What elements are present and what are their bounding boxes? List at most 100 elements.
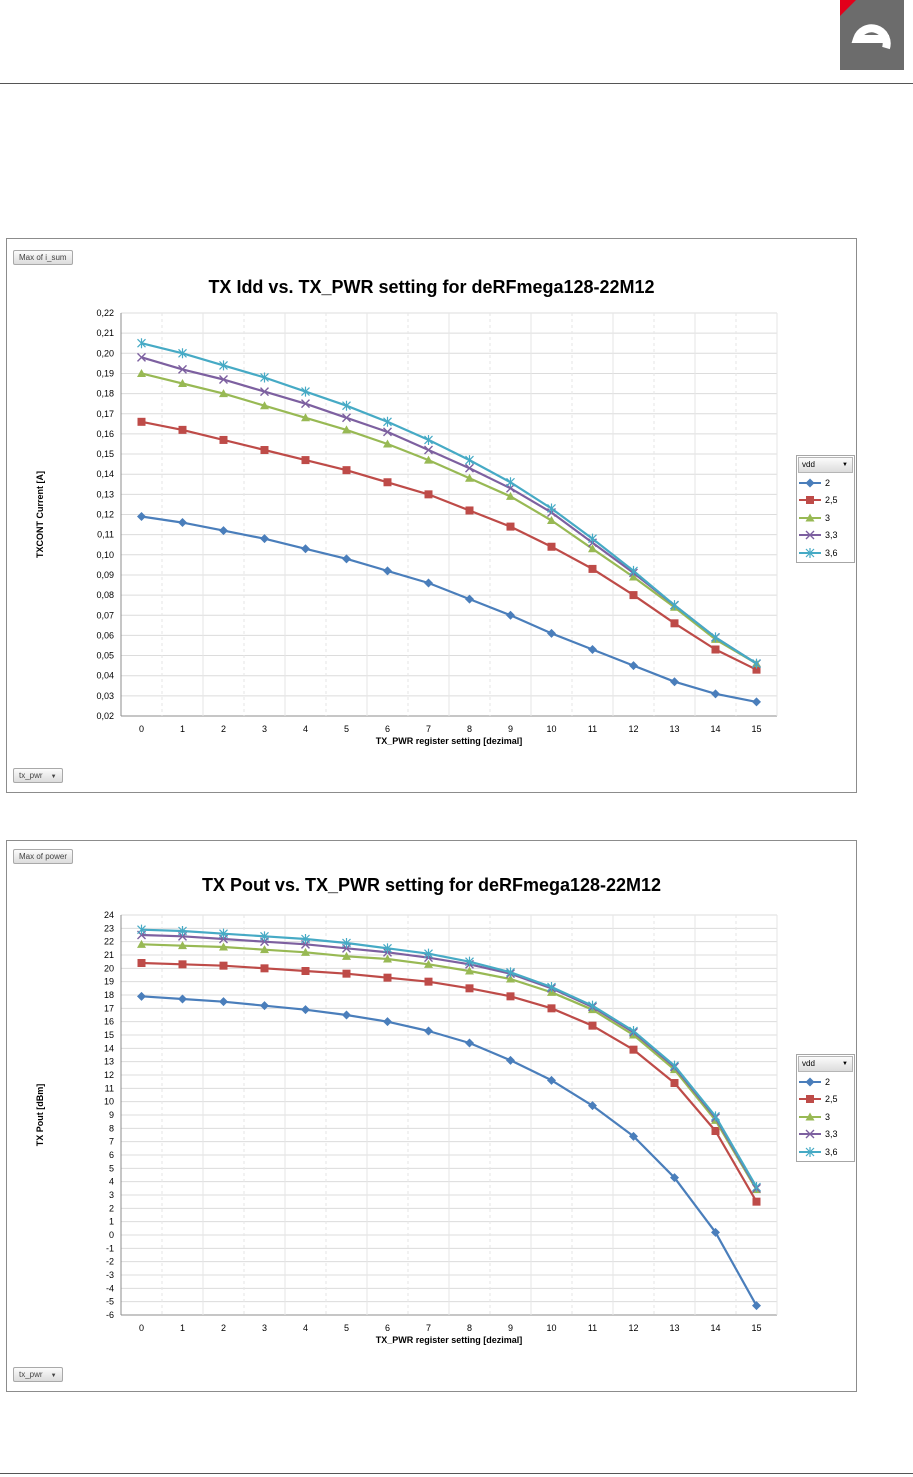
y-tick-label: 0,06 xyxy=(96,630,114,640)
axis-field-button[interactable]: tx_pwr ▼ xyxy=(13,1367,63,1382)
data-point xyxy=(588,533,597,544)
data-point xyxy=(424,948,433,959)
legend-item: 2 xyxy=(797,474,854,492)
x-tick-label: 12 xyxy=(628,1323,638,1333)
values-field-label: Max of i_sum xyxy=(19,253,67,262)
idd-chart: Max of i_sum TX Idd vs. TX_PWR setting f… xyxy=(6,238,857,793)
y-tick-label: -2 xyxy=(106,1257,114,1267)
series-line xyxy=(141,515,757,703)
y-tick-label: 0,11 xyxy=(97,530,114,540)
data-point xyxy=(219,961,228,970)
y-tick-label: 0,12 xyxy=(96,510,114,520)
data-point xyxy=(383,973,392,982)
y-tick-label: 22 xyxy=(104,937,114,947)
axis-field-button[interactable]: tx_pwr ▼ xyxy=(13,768,63,783)
data-point xyxy=(547,503,556,514)
x-tick-label: 5 xyxy=(344,724,349,734)
y-tick-label: 0,09 xyxy=(96,570,114,580)
data-point xyxy=(465,455,474,466)
data-point xyxy=(547,516,556,525)
data-point xyxy=(383,566,392,576)
data-point xyxy=(424,1026,433,1036)
data-point xyxy=(629,1131,638,1141)
y-tick-label: 0,10 xyxy=(96,550,114,560)
series-2 xyxy=(137,512,761,707)
values-field-button[interactable]: Max of power xyxy=(13,849,74,864)
data-point xyxy=(219,389,228,398)
x-tick-label: 11 xyxy=(588,724,597,734)
y-tick-label: 13 xyxy=(104,1057,114,1067)
x-axis-title: TX_PWR register setting [dezimal] xyxy=(376,1335,523,1345)
x-tick-label: 3 xyxy=(262,724,267,734)
x-tick-label: 15 xyxy=(751,724,761,734)
legend-label: 2,5 xyxy=(825,1094,838,1105)
legend-marker xyxy=(805,1077,815,1087)
y-tick-label: 0,20 xyxy=(96,348,114,358)
legend-marker xyxy=(805,530,815,540)
data-point xyxy=(342,425,351,434)
y-tick-label: 0,21 xyxy=(96,328,114,338)
data-point xyxy=(260,964,269,973)
y-tick-label: -3 xyxy=(106,1270,114,1280)
series-line xyxy=(141,420,757,671)
legend-label: 2,5 xyxy=(825,495,838,506)
data-point xyxy=(465,463,474,473)
data-point xyxy=(178,348,187,359)
y-tick-label: 0 xyxy=(109,1230,114,1240)
legend-item: 3 xyxy=(797,509,854,527)
y-tick-label: 3 xyxy=(109,1190,114,1200)
y-tick-label: 11 xyxy=(105,1083,114,1093)
data-point xyxy=(752,1301,761,1311)
data-point xyxy=(670,619,679,628)
y-tick-label: -1 xyxy=(106,1243,114,1253)
axis-field-label: tx_pwr xyxy=(19,1370,43,1379)
y-tick-label: 24 xyxy=(104,910,114,920)
y-tick-label: 2 xyxy=(109,1203,114,1213)
y-tick-label: 15 xyxy=(104,1030,114,1040)
data-point xyxy=(383,416,392,427)
x-tick-label: 2 xyxy=(221,724,226,734)
data-point xyxy=(301,967,310,975)
logo-red-corner xyxy=(840,0,856,16)
legend-marker xyxy=(806,1095,814,1104)
series-3-6 xyxy=(137,338,761,669)
data-point xyxy=(342,938,351,948)
x-tick-label: 5 xyxy=(344,1323,349,1333)
y-tick-label: 18 xyxy=(104,990,114,1000)
y-tick-label: -6 xyxy=(106,1310,114,1320)
y-tick-label: 0,17 xyxy=(96,409,114,419)
data-point xyxy=(670,1173,679,1183)
data-point xyxy=(301,456,310,465)
legend-item: 2,5 xyxy=(797,1091,854,1109)
data-point xyxy=(752,665,761,674)
data-point xyxy=(383,478,392,487)
header-rule xyxy=(0,83,913,84)
y-tick-label: 0,14 xyxy=(96,469,114,479)
data-point xyxy=(342,466,351,475)
dropdown-arrow-icon: ▼ xyxy=(842,462,848,468)
legend-filter-button[interactable]: vdd ▼ xyxy=(798,1056,853,1072)
y-tick-label: 23 xyxy=(104,923,114,933)
series-line xyxy=(141,961,758,1203)
data-point xyxy=(301,413,310,422)
data-point xyxy=(178,941,187,950)
data-point xyxy=(588,1021,597,1030)
y-tick-label: 20 xyxy=(104,963,114,973)
series-2-5 xyxy=(137,417,761,674)
legend-filter-button[interactable]: vdd ▼ xyxy=(798,457,853,473)
data-point xyxy=(670,1079,679,1087)
x-tick-label: 8 xyxy=(467,724,472,734)
x-tick-label: 15 xyxy=(751,1323,761,1333)
x-tick-label: 0 xyxy=(139,724,144,734)
data-point xyxy=(342,969,351,978)
legend-label: 3,3 xyxy=(825,1129,838,1140)
data-point xyxy=(301,544,310,554)
data-point xyxy=(178,926,187,936)
values-field-button[interactable]: Max of i_sum xyxy=(13,250,73,265)
legend-marker xyxy=(805,513,815,522)
data-point xyxy=(178,518,187,528)
data-point xyxy=(342,1010,351,1020)
data-point xyxy=(465,1038,474,1048)
data-point xyxy=(506,967,515,978)
data-point xyxy=(178,994,187,1004)
